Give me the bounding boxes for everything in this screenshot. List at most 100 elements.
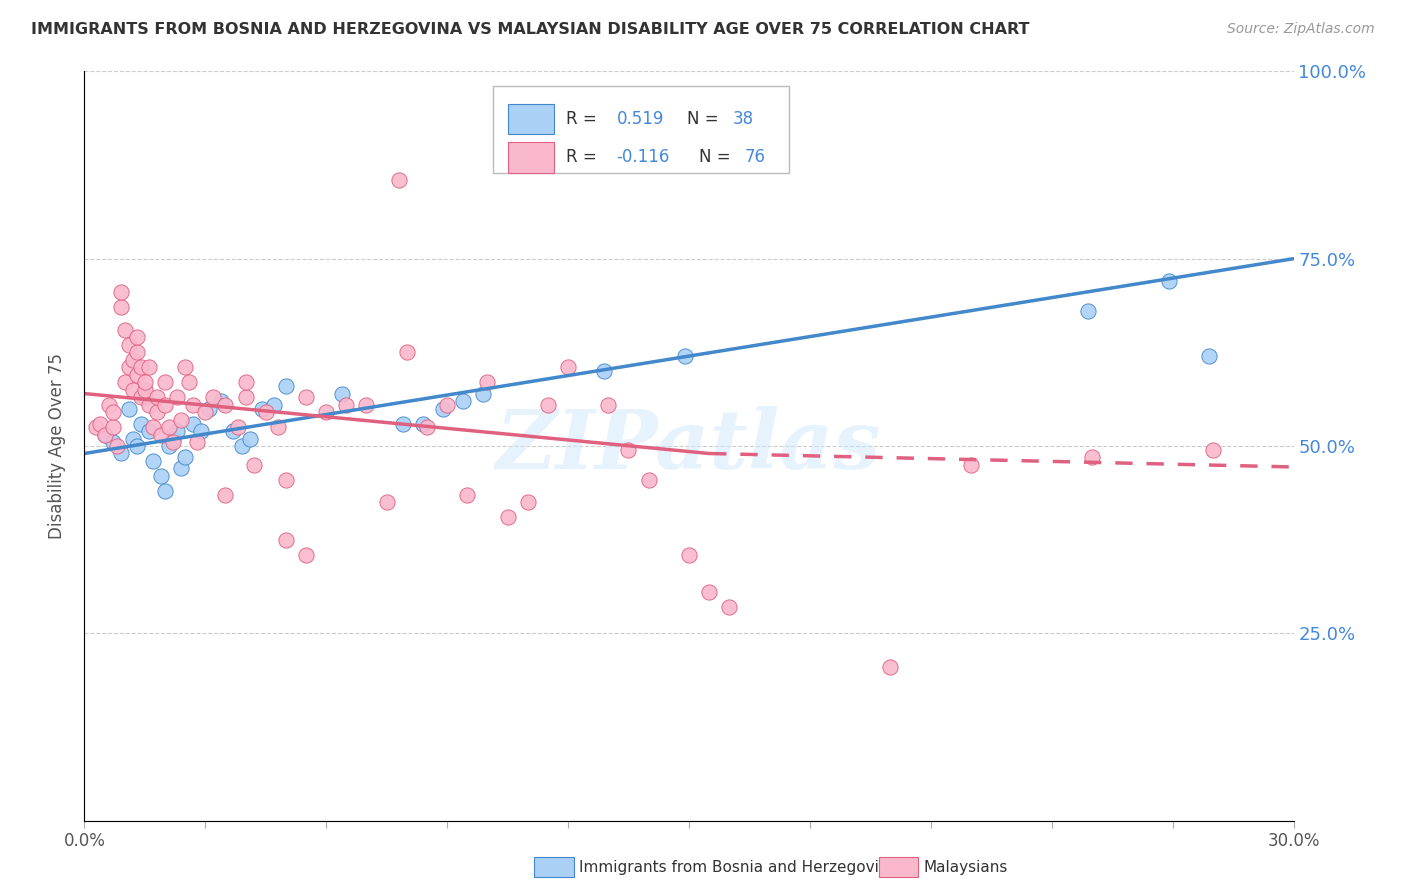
Point xyxy=(121,432,143,446)
Point xyxy=(118,338,141,352)
Point xyxy=(146,390,169,404)
Point xyxy=(391,417,413,431)
Point xyxy=(181,417,204,431)
Point xyxy=(86,420,108,434)
Point xyxy=(456,488,478,502)
Point xyxy=(149,469,172,483)
Point xyxy=(162,432,184,446)
Point xyxy=(121,383,143,397)
Point xyxy=(138,398,160,412)
Point xyxy=(879,660,901,674)
Point xyxy=(1202,442,1225,457)
Point xyxy=(129,390,152,404)
Point xyxy=(118,360,141,375)
Point xyxy=(617,442,640,457)
Point xyxy=(209,394,232,409)
Point xyxy=(118,401,141,416)
Point xyxy=(114,376,136,390)
Point xyxy=(202,390,225,404)
Point xyxy=(89,417,111,431)
Point xyxy=(222,424,245,438)
Text: 0.519: 0.519 xyxy=(616,110,664,128)
Point xyxy=(516,495,538,509)
Point xyxy=(214,488,236,502)
Point xyxy=(198,401,221,416)
Point xyxy=(149,427,172,442)
Point xyxy=(416,420,439,434)
Text: ZIPatlas: ZIPatlas xyxy=(496,406,882,486)
Point xyxy=(330,386,353,401)
Point xyxy=(1198,349,1220,363)
Point xyxy=(239,432,262,446)
Point xyxy=(263,398,285,412)
Point xyxy=(598,398,620,412)
Point xyxy=(157,420,180,434)
Point xyxy=(153,376,176,390)
Point xyxy=(170,413,193,427)
Point xyxy=(93,427,115,442)
Text: R =: R = xyxy=(565,110,602,128)
Point xyxy=(170,461,193,475)
Point xyxy=(105,439,128,453)
Point xyxy=(315,405,337,419)
Point xyxy=(101,435,124,450)
Point xyxy=(153,398,176,412)
Point xyxy=(157,439,180,453)
Point xyxy=(242,458,264,472)
Point xyxy=(537,398,560,412)
Point xyxy=(472,386,495,401)
Point xyxy=(960,458,983,472)
Point xyxy=(593,364,616,378)
Point xyxy=(110,301,132,315)
Point xyxy=(1157,274,1180,288)
Point xyxy=(295,390,318,404)
Point xyxy=(134,383,156,397)
Point xyxy=(121,352,143,367)
Point xyxy=(134,390,156,404)
Point xyxy=(477,376,499,390)
Point xyxy=(718,600,741,615)
Text: IMMIGRANTS FROM BOSNIA AND HERZEGOVINA VS MALAYSIAN DISABILITY AGE OVER 75 CORRE: IMMIGRANTS FROM BOSNIA AND HERZEGOVINA V… xyxy=(31,22,1029,37)
Point xyxy=(166,390,188,404)
Point xyxy=(436,398,458,412)
Point xyxy=(138,360,160,375)
Point xyxy=(162,435,184,450)
Point xyxy=(97,398,120,412)
FancyBboxPatch shape xyxy=(508,103,554,134)
Point xyxy=(190,424,212,438)
Point xyxy=(432,401,454,416)
Point xyxy=(697,585,720,599)
Point xyxy=(637,473,659,487)
Point xyxy=(214,398,236,412)
Point xyxy=(274,533,297,547)
Point xyxy=(673,349,696,363)
Text: 76: 76 xyxy=(745,148,765,167)
Point xyxy=(93,427,115,442)
Point xyxy=(186,435,208,450)
Point xyxy=(496,510,519,524)
Text: N =: N = xyxy=(686,110,724,128)
Point xyxy=(388,173,411,187)
Point xyxy=(274,379,297,393)
Text: Immigrants from Bosnia and Herzegovina: Immigrants from Bosnia and Herzegovina xyxy=(579,861,898,875)
Text: Source: ZipAtlas.com: Source: ZipAtlas.com xyxy=(1227,22,1375,37)
Text: Malaysians: Malaysians xyxy=(924,861,1008,875)
Point xyxy=(110,446,132,460)
Point xyxy=(138,424,160,438)
Point xyxy=(295,548,318,562)
Point xyxy=(114,323,136,337)
Text: R =: R = xyxy=(565,148,602,167)
Point xyxy=(101,405,124,419)
Point xyxy=(129,360,152,375)
Point xyxy=(101,420,124,434)
Point xyxy=(134,376,156,390)
Point xyxy=(179,376,201,390)
Point xyxy=(125,345,148,359)
Point xyxy=(395,345,418,359)
Point xyxy=(1081,450,1104,465)
Point xyxy=(125,368,148,382)
Point xyxy=(142,454,165,468)
Y-axis label: Disability Age Over 75: Disability Age Over 75 xyxy=(48,353,66,539)
Point xyxy=(412,417,434,431)
Point xyxy=(250,401,273,416)
